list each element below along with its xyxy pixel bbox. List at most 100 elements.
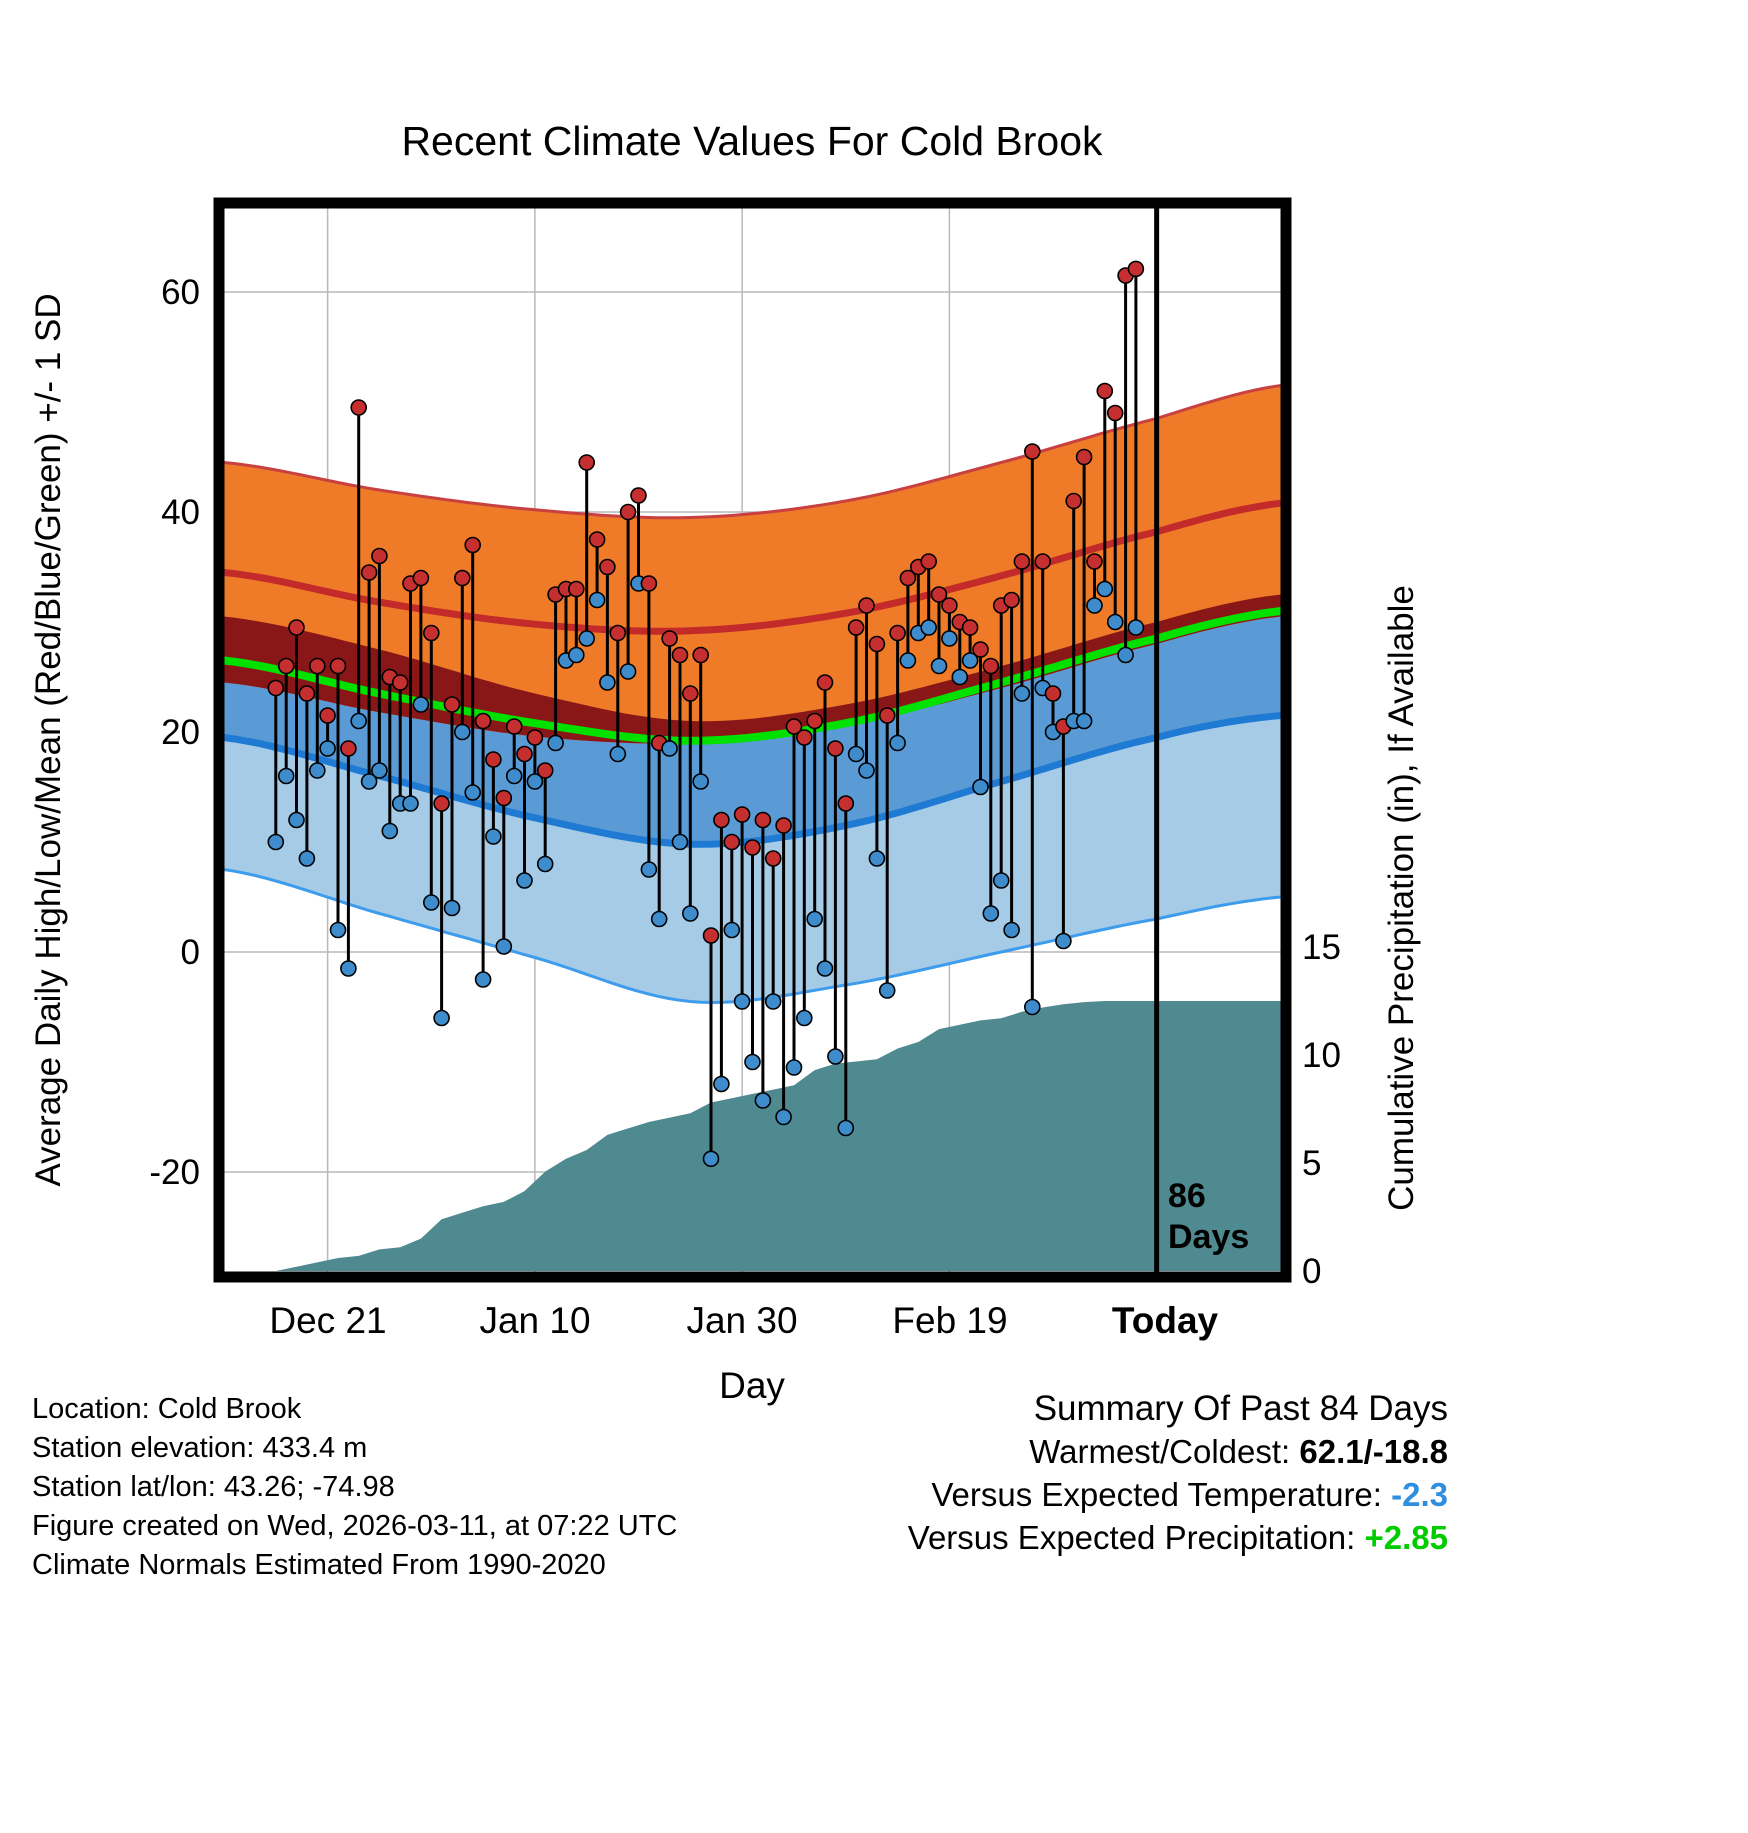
daily-low-dot xyxy=(526,773,544,790)
x-tick-jan-30: Jan 30 xyxy=(686,1300,797,1341)
vs-temperature-value: -2.3 xyxy=(1391,1476,1448,1513)
daily-low-dot xyxy=(474,971,492,988)
y-tick-neg20: -20 xyxy=(149,1153,200,1192)
daily-low-dot xyxy=(1055,932,1072,950)
y-tick-right-15: 15 xyxy=(1302,928,1341,967)
daily-high-dot xyxy=(806,712,824,730)
daily-high-dot xyxy=(661,630,678,647)
daily-low-dot xyxy=(277,767,295,785)
daily-low-dot xyxy=(422,894,440,911)
y-tick-right-0: 0 xyxy=(1302,1252,1321,1291)
daily-high-dot xyxy=(588,531,606,548)
warmest-coldest-value: 62.1/-18.8 xyxy=(1299,1433,1448,1470)
daily-low-dot xyxy=(837,1119,855,1137)
daily-low-dot xyxy=(485,828,502,845)
daily-high-dot xyxy=(350,399,368,416)
daily-high-dot xyxy=(505,718,523,735)
average-low-line xyxy=(223,712,1282,848)
daily-high-dot xyxy=(1086,553,1103,570)
daily-high-dot xyxy=(785,718,803,735)
daily-low-dot xyxy=(567,646,585,664)
daily-low-dot xyxy=(889,734,906,752)
daily-low-dot xyxy=(858,762,875,779)
daily-low-dot xyxy=(536,855,554,873)
daily-high-dot xyxy=(899,569,917,587)
daily-high-dot xyxy=(723,833,741,851)
daily-low-dot xyxy=(816,960,834,977)
daily-high-dot xyxy=(1127,260,1145,278)
daily-low-dot xyxy=(1106,613,1124,631)
daily-low-dot xyxy=(941,630,958,647)
daily-low-dot xyxy=(920,619,938,636)
daily-low-dot xyxy=(402,795,419,812)
daily-low-dot xyxy=(754,1092,772,1109)
daily-high-dot xyxy=(443,696,461,713)
daily-low-dot xyxy=(764,993,782,1010)
daily-high-dot xyxy=(972,641,989,658)
daily-high-dot xyxy=(371,547,388,565)
daily-high-dot xyxy=(485,751,502,768)
daily-low-dot xyxy=(381,822,399,840)
x-axis-label: Day xyxy=(719,1365,785,1406)
footer-latlon: Station lat/lon: 43.26; -74.98 xyxy=(32,1471,395,1503)
daily-low-dot xyxy=(433,1009,450,1027)
daily-low-dot xyxy=(308,762,326,779)
daily-low-dot xyxy=(547,734,564,752)
daily-low-dot xyxy=(1024,998,1041,1016)
daily-low-dot xyxy=(371,762,388,779)
daily-high-dot xyxy=(453,569,471,587)
daily-low-dot xyxy=(930,657,948,675)
daily-high-dot xyxy=(858,597,875,614)
daily-low-dot xyxy=(681,905,699,922)
daily-low-dot xyxy=(443,899,461,917)
daily-high-dot xyxy=(1065,492,1082,510)
daily-low-dot xyxy=(951,668,969,686)
daily-high-dot xyxy=(412,569,430,587)
daily-high-dot xyxy=(930,586,948,603)
daily-high-dot xyxy=(764,850,782,867)
daily-low-dot xyxy=(464,784,482,801)
daily-high-dot xyxy=(713,811,730,829)
daily-low-dot xyxy=(723,921,741,939)
average-high-line xyxy=(223,499,1282,635)
daily-high-dot xyxy=(754,811,772,829)
daily-high-dot xyxy=(889,624,906,642)
daily-high-dot xyxy=(578,454,596,471)
daily-low-dot xyxy=(806,910,824,928)
daily-low-dot xyxy=(288,811,305,829)
y-tick-60: 60 xyxy=(161,273,200,312)
y-tick-20: 20 xyxy=(161,713,200,752)
daily-high-dot xyxy=(640,575,658,592)
daily-low-dot xyxy=(847,745,865,763)
daily-low-dot xyxy=(661,740,678,757)
daily-low-dot xyxy=(267,833,285,851)
footer-normals-period: Climate Normals Estimated From 1990-2020 xyxy=(32,1549,606,1581)
daily-high-dot xyxy=(681,685,699,702)
daily-low-dot xyxy=(360,773,378,790)
daily-low-dot xyxy=(640,861,658,878)
daily-high-dot xyxy=(795,729,813,746)
daily-high-dot xyxy=(775,817,792,834)
x-tick-today: Today xyxy=(1112,1300,1219,1341)
daily-high-dot xyxy=(1044,685,1062,702)
high-plus-sd-line xyxy=(223,384,1282,520)
chart-title: Recent Climate Values For Cold Brook xyxy=(401,118,1103,164)
daily-observations xyxy=(267,260,1145,1168)
vs-precipitation-label: Versus Expected Precipitation: xyxy=(908,1519,1365,1556)
summary-title: Summary Of Past 84 Days xyxy=(1034,1389,1448,1428)
daily-high-dot xyxy=(329,657,347,675)
daily-high-dot xyxy=(1013,553,1031,570)
daily-high-dot xyxy=(1024,443,1041,460)
daily-high-dot xyxy=(847,619,865,636)
daily-low-dot xyxy=(878,982,896,999)
daily-high-dot xyxy=(920,553,938,570)
daily-low-dot xyxy=(495,938,513,955)
daily-high-dot xyxy=(630,487,647,504)
daily-high-dot xyxy=(1096,382,1114,400)
daily-high-dot xyxy=(464,536,482,554)
x-tick-jan-10: Jan 10 xyxy=(479,1300,590,1341)
daily-low-dot xyxy=(899,652,917,669)
daily-low-dot xyxy=(350,712,368,730)
daily-high-dot xyxy=(267,679,285,697)
